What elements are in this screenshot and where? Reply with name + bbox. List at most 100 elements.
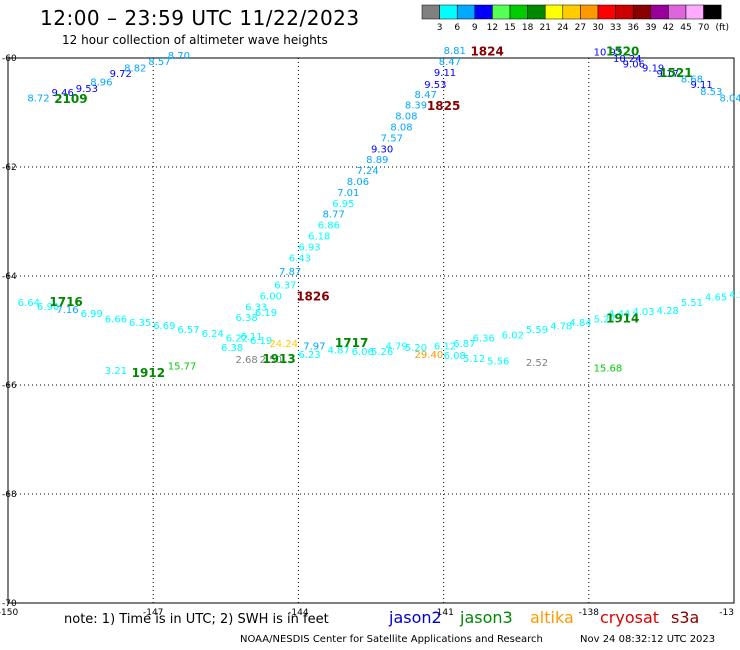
colorbar-label: 15 xyxy=(504,23,515,33)
lon-tick-label: -147 xyxy=(143,608,163,618)
lon-tick-label: -141 xyxy=(433,608,453,618)
colorbar-label: 45 xyxy=(680,23,691,33)
colorbar-swatch xyxy=(562,4,581,20)
swh-values: 8.72 9.46 9.538.969.728.828.578.70 8.818.47… xyxy=(18,46,740,377)
swh-value: 6.22 xyxy=(226,333,248,344)
swh-value: 9.17 xyxy=(657,69,679,80)
swh-value: 6.95 xyxy=(332,199,354,210)
colorbar-swatch xyxy=(544,4,564,20)
lat-tick-label: -68 xyxy=(2,490,17,500)
lat-tick-label: -64 xyxy=(2,272,17,282)
swh-value: 6.57 xyxy=(177,325,199,336)
time-label: 1913 xyxy=(262,352,295,366)
credit-line: NOAA/NESDIS Center for Satellite Applica… xyxy=(240,634,543,645)
swh-value: 2.52 xyxy=(526,358,548,369)
page-subtitle: 12 hour collection of altimeter wave hei… xyxy=(62,33,328,47)
legend-jason2: jason2 xyxy=(389,608,442,627)
swh-value: 8.53 xyxy=(700,87,722,98)
swh-value: 6.11 xyxy=(240,332,262,343)
swh-value: 9.06 xyxy=(623,59,645,70)
generated-timestamp: Nov 24 08:32:12 UTC 2023 xyxy=(580,634,716,645)
swh-value: 4.65 xyxy=(705,293,727,304)
swh-value: 6.66 xyxy=(105,314,127,325)
colorbar-label: 30 xyxy=(592,23,604,33)
colorbar-swatch xyxy=(421,4,440,20)
lon-tick-label: -138 xyxy=(579,608,600,618)
lat-tick-label: -70 xyxy=(2,599,17,609)
swh-value: 2.50 xyxy=(260,355,282,366)
swh-value: 9.30 xyxy=(371,144,393,155)
swh-value: 7.16 xyxy=(56,305,78,316)
swh-value: 6.00 xyxy=(260,291,282,302)
time-label: 1912 xyxy=(132,366,165,380)
swh-value: 6.64 xyxy=(18,298,40,309)
colorbar-label: 24 xyxy=(557,23,569,33)
swh-value: 8.08 xyxy=(390,122,412,133)
swh-value: 4.84 xyxy=(569,318,591,329)
colorbar-label: 3 xyxy=(437,23,443,33)
colorbar-swatch xyxy=(456,4,476,20)
swh-value: 6.35 xyxy=(129,318,151,329)
swh-value: 6.24 xyxy=(202,329,224,340)
swh-value: 6.43 xyxy=(289,253,311,264)
colorbar-swatch xyxy=(527,4,546,20)
swh-value: 7.01 xyxy=(337,188,359,199)
colorbar-swatch xyxy=(509,4,528,20)
colorbar-label: 36 xyxy=(627,23,639,33)
lon-tick-label: -150 xyxy=(0,608,18,618)
colorbar-label: 9 xyxy=(472,23,478,33)
lat-tick-label: -60 xyxy=(2,54,17,64)
colorbar: 3 6 9 12 15 18 21 24 27 30 33 36 39 42 45 70 (ft) xyxy=(421,4,729,33)
colorbar-label: 12 xyxy=(487,23,498,33)
swh-value: 9.11 xyxy=(434,68,456,79)
swh-value: 8.47 xyxy=(415,90,437,101)
swh-value: 9.53 xyxy=(76,84,98,95)
swh-value: 5.27 xyxy=(594,314,616,325)
swh-value: 8.72 xyxy=(27,94,49,105)
swh-value: 6.38 xyxy=(235,313,257,324)
swh-value: 8.81 xyxy=(444,46,466,57)
swh-value: 15.68 xyxy=(594,363,623,374)
swh-value: 29.40 xyxy=(415,350,444,361)
legend-altika: altika xyxy=(530,608,574,627)
colorbar-swatch xyxy=(597,4,616,20)
swh-value: 4.78 xyxy=(550,321,572,332)
time-label: 1717 xyxy=(335,336,368,350)
swh-value: 4.87 xyxy=(327,345,349,356)
swh-value: 6.38 xyxy=(221,343,243,354)
time-label: 1825 xyxy=(427,99,460,113)
swh-value: 3.21 xyxy=(105,366,127,377)
swh-value: 5.59 xyxy=(526,325,548,336)
colorbar-swatch xyxy=(615,4,634,20)
swh-value: 5.12 xyxy=(463,354,485,365)
swh-value: 6.36 xyxy=(473,333,495,344)
time-label: 1824 xyxy=(470,44,503,58)
swh-value: 9.46 xyxy=(52,88,74,99)
swh-value: 10.24 xyxy=(613,54,642,65)
swh-value: 6.18 xyxy=(308,231,330,242)
legend-cryosat: cryosat xyxy=(600,608,660,627)
swh-value: 10.93 xyxy=(594,47,623,58)
colorbar-label: 27 xyxy=(575,23,586,33)
colorbar-label: 18 xyxy=(522,23,534,33)
colorbar-swatch xyxy=(474,4,493,20)
swh-value: 8.89 xyxy=(366,155,388,166)
swh-value: 8.77 xyxy=(323,210,345,221)
colorbar-swatch xyxy=(632,4,652,20)
swh-value: 8.47 xyxy=(439,57,461,68)
swh-value: 6.93 xyxy=(298,242,320,253)
swh-value: 6.69 xyxy=(153,321,175,332)
time-label: 1716 xyxy=(49,295,82,309)
swh-value: 8.04 xyxy=(719,94,740,105)
swh-value: 6.37 xyxy=(274,281,296,292)
time-label: 1826 xyxy=(296,290,329,304)
swh-value: 6.08 xyxy=(444,351,466,362)
swh-value: 4.03 xyxy=(632,307,654,318)
swh-value: 6.87 xyxy=(453,339,475,350)
swh-value: 4.28 xyxy=(657,306,679,317)
legend-s3a: s3a xyxy=(671,608,700,627)
map-gridlines xyxy=(8,58,734,603)
colorbar-label: 21 xyxy=(539,23,550,33)
map-tick-labels: -150 -147 -144 -141 -138 -13 -60 -62 -64 -66 -68 -7… xyxy=(0,54,734,618)
